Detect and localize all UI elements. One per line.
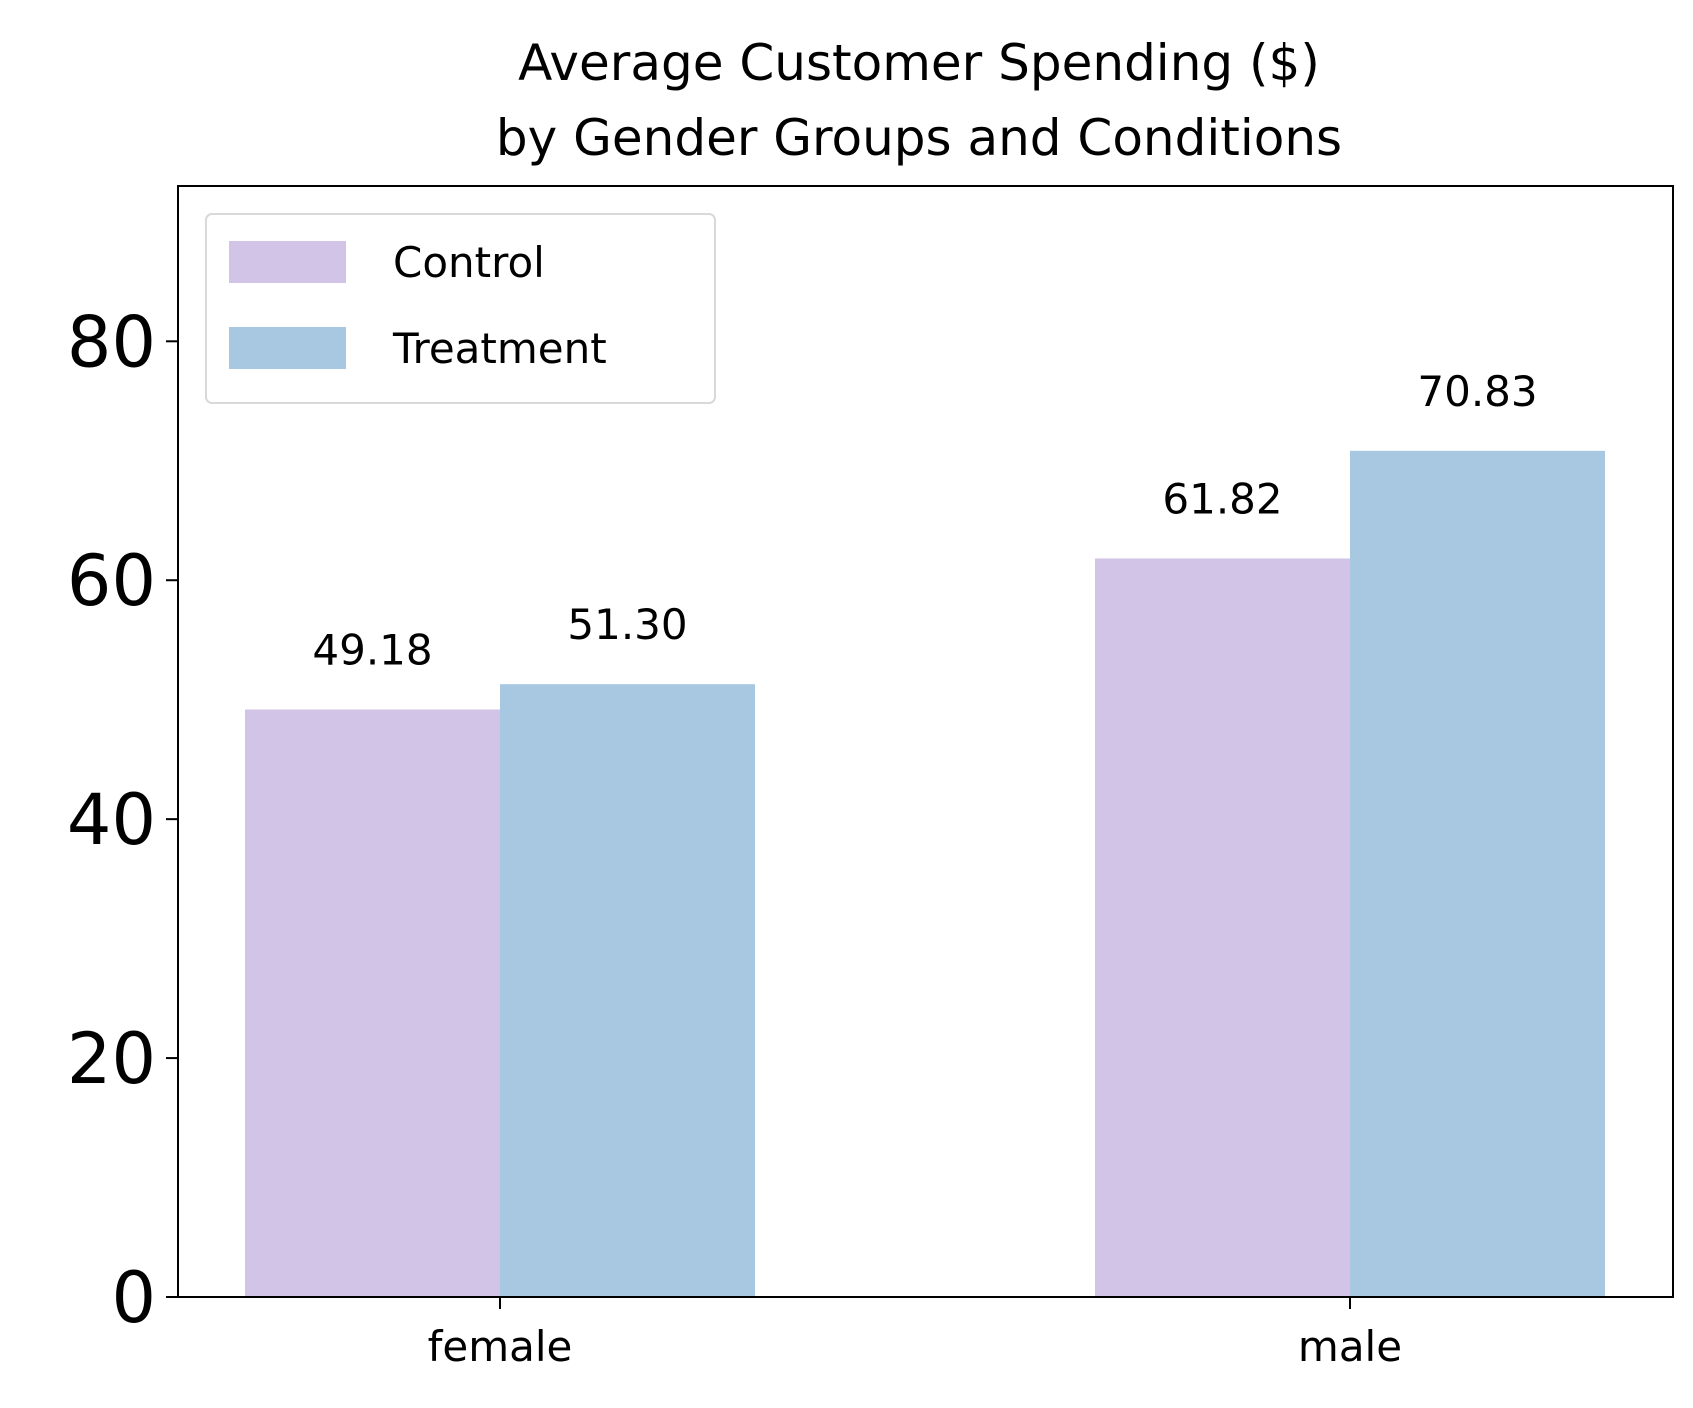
- value-label-control-male: 61.82: [1162, 474, 1282, 523]
- chart-title: Average Customer Spending ($) by Gender …: [496, 34, 1342, 167]
- value-labels-layer: 49.18 61.82 51.30 70.83: [312, 367, 1537, 675]
- legend-swatch-control: [229, 241, 346, 283]
- axes-layer: 0 20 40 60 80 female male: [67, 185, 1674, 1371]
- x-tick-label: female: [428, 1322, 573, 1371]
- chart-title-line-1: Average Customer Spending ($): [518, 34, 1320, 92]
- legend: Control Treatment: [205, 213, 716, 404]
- bar-treatment-male: [1350, 450, 1605, 1298]
- y-tick-label: 0: [111, 1257, 156, 1339]
- x-tick-label: male: [1298, 1322, 1402, 1371]
- legend-label-treatment: Treatment: [392, 324, 607, 373]
- y-tick-label: 80: [67, 301, 156, 383]
- chart-title-line-2: by Gender Groups and Conditions: [496, 109, 1342, 167]
- value-label-control-female: 49.18: [312, 625, 432, 674]
- bar-treatment-female: [500, 684, 755, 1297]
- value-label-treatment-female: 51.30: [567, 600, 687, 649]
- value-label-treatment-male: 70.83: [1417, 367, 1537, 416]
- bar-control-female: [245, 709, 500, 1297]
- y-tick-label: 40: [67, 779, 156, 861]
- plot-frame: [177, 185, 1674, 1298]
- bars-layer: [245, 450, 1605, 1298]
- legend-label-control: Control: [393, 238, 545, 287]
- y-tick-label: 60: [67, 540, 156, 622]
- legend-swatch-treatment: [229, 327, 346, 369]
- y-tick-label: 20: [67, 1018, 156, 1100]
- bar-control-male: [1095, 558, 1350, 1297]
